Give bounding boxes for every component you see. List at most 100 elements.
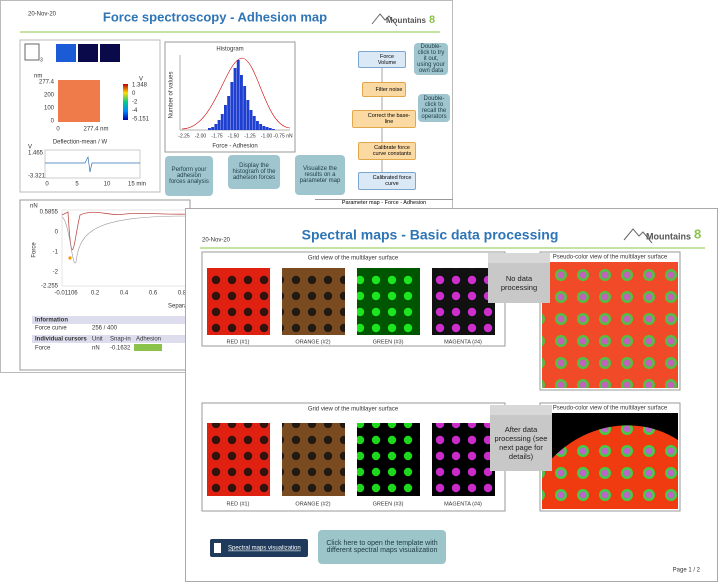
- channel-dots: [207, 268, 270, 335]
- logo-version: 8: [429, 14, 435, 26]
- flow-step[interactable]: Force Volume: [358, 51, 406, 68]
- grid-title: Grid view of the multilayer surface: [308, 407, 399, 413]
- page-title: Force spectroscopy - Adhesion map: [103, 9, 327, 24]
- x-tick: 0.8: [178, 291, 187, 297]
- callout: Click here to open the template with dif…: [318, 530, 446, 564]
- y-tick: -2.255: [41, 284, 59, 290]
- histogram-bar: [227, 96, 231, 130]
- thumb: [78, 44, 98, 62]
- table-header: [32, 335, 185, 343]
- histogram-bar: [246, 100, 250, 130]
- x-tick: -0.75 nN: [273, 133, 293, 139]
- y-tick: 0.5855: [40, 210, 59, 216]
- histogram-bar: [272, 129, 275, 130]
- force-curve: [61, 211, 191, 251]
- channel-label: MAGENTA (#4): [444, 339, 482, 345]
- histogram-bar: [236, 60, 240, 130]
- image-x-tick: 0: [56, 127, 60, 133]
- callout: Perform your adhesion forces analysis: [165, 156, 213, 196]
- y-tick: 0: [55, 230, 59, 236]
- link[interactable]: Spectral maps visualization: [228, 546, 301, 552]
- x-tick: 0.4: [120, 291, 129, 297]
- histogram-bar: [268, 128, 272, 130]
- colorbar-tick: 0: [132, 91, 136, 97]
- pseudo-frame: [539, 251, 681, 391]
- y-label: Number of values: [169, 71, 175, 118]
- logo-version: 8: [694, 226, 701, 241]
- x-tick: 0.2: [91, 291, 100, 297]
- grid-title: Grid view of the multilayer surface: [308, 256, 399, 262]
- x-tick: 0: [45, 182, 49, 188]
- image-unit: nm: [34, 74, 42, 80]
- x-tick: -1.25: [244, 133, 256, 139]
- logo: Mountains: [646, 231, 691, 241]
- table-header: Unit: [92, 337, 103, 343]
- plot-frame: [44, 149, 141, 179]
- pseudo-image-dots: [542, 262, 678, 388]
- flow-step[interactable]: Filter noise: [362, 82, 406, 97]
- channel-dots: [357, 423, 420, 496]
- x-label: Force - Adhesion: [212, 144, 257, 150]
- histogram-bar: [262, 126, 266, 130]
- histogram-bar: [217, 120, 221, 130]
- pseudo-title: Pseudo-color view of the multilayer surf…: [553, 255, 668, 261]
- image-y-tick: 100: [44, 106, 55, 112]
- channel-dots: [207, 423, 270, 496]
- thumb-icon: [24, 43, 40, 61]
- logo: Mountains: [386, 16, 427, 25]
- table-header: Snap-in: [110, 337, 131, 343]
- table-header: Adhesion: [136, 337, 161, 343]
- fit-curve: [181, 57, 291, 130]
- colorbar-tick: -5.151: [132, 117, 150, 123]
- histogram-bar: [243, 86, 247, 130]
- page-number: Page 1 / 2: [673, 568, 701, 574]
- table-header: [32, 316, 185, 324]
- flow-step[interactable]: Correct the base-line: [352, 110, 416, 128]
- callout: No data processing: [488, 253, 550, 303]
- pseudo-dots: [542, 425, 678, 509]
- cell: 256 / 400: [92, 326, 118, 332]
- callout: After data processing (see next page for…: [490, 405, 552, 471]
- histogram-bar: [240, 75, 243, 130]
- cell: nN: [92, 346, 100, 352]
- x-tick: -2.25: [178, 133, 190, 139]
- cell: -0.1632: [110, 346, 131, 352]
- channel-dots: [282, 268, 345, 335]
- logo-icon: [371, 13, 398, 27]
- histogram-bar: [208, 128, 211, 130]
- x-tick: -1.50: [228, 133, 240, 139]
- x-tick: 0.6: [149, 291, 158, 297]
- link-button[interactable]: [210, 539, 308, 557]
- histogram-bar: [259, 124, 263, 130]
- histogram-bar: [256, 121, 259, 130]
- flow-step[interactable]: Calibrate force curve constants: [358, 142, 416, 160]
- colorbar: [123, 84, 128, 120]
- image-x-tick: 277.4 nm: [83, 127, 108, 133]
- histogram-bar: [265, 127, 269, 130]
- colorbar-tick: 1.348: [132, 83, 148, 89]
- thumb-badge: 3: [40, 57, 43, 63]
- histogram-bar: [249, 110, 253, 130]
- flow-step[interactable]: Calibrated force curve: [358, 172, 416, 190]
- channel-dots: [432, 268, 495, 335]
- x-tick: 15 min: [128, 182, 146, 188]
- y-tick: -1: [53, 250, 59, 256]
- x-tick: -1.75: [211, 133, 223, 139]
- channel-label: RED (#1): [227, 339, 250, 345]
- unit: nN: [30, 204, 38, 210]
- cell: Force curve: [35, 326, 67, 332]
- page-title: Spectral maps - Basic data processing: [302, 227, 559, 243]
- thumb: [56, 44, 76, 62]
- date: 20-Nov-20: [202, 238, 231, 244]
- histogram-bar: [230, 82, 234, 130]
- channel-label: GREEN (#3): [373, 501, 404, 507]
- unit: V: [28, 145, 32, 151]
- adhesion-map: [58, 80, 100, 122]
- channel-label: ORANGE (#2): [295, 501, 330, 507]
- x-label: Separat: [168, 304, 189, 310]
- highlight: [134, 344, 162, 351]
- panel: [19, 39, 161, 193]
- channel-label: RED (#1): [227, 501, 250, 507]
- image-y-tick: 277.4: [39, 80, 55, 86]
